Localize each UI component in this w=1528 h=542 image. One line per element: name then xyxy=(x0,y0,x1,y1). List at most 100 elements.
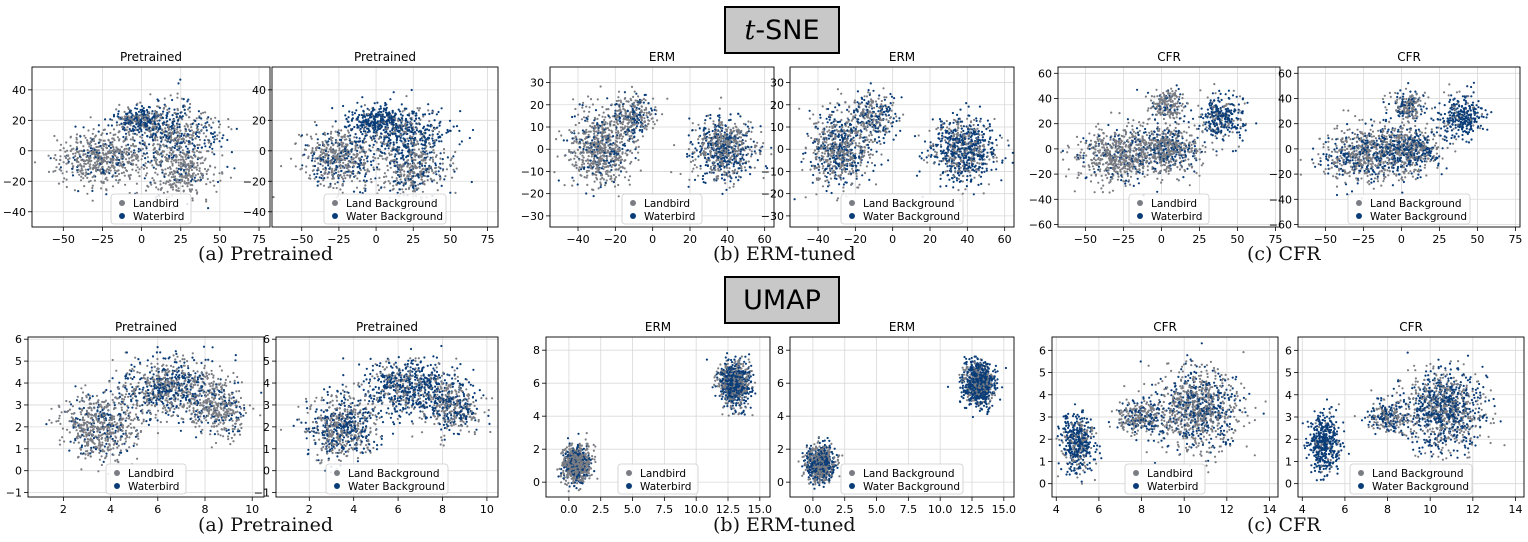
scatter-point xyxy=(131,119,134,122)
scatter-point xyxy=(717,138,720,141)
scatter-point xyxy=(185,114,188,117)
scatter-point xyxy=(371,138,374,141)
scatter-point xyxy=(196,135,199,138)
scatter-point xyxy=(409,178,412,181)
scatter-point xyxy=(362,110,365,113)
scatter-point xyxy=(203,139,206,142)
scatter-point xyxy=(138,141,141,144)
scatter-point xyxy=(408,166,411,169)
scatter-point xyxy=(612,173,616,177)
scatter-point xyxy=(97,130,100,133)
caption-umap-c: (c) CFR xyxy=(1247,514,1321,536)
scatter-point xyxy=(80,149,83,152)
scatter-point xyxy=(311,157,314,160)
scatter-point xyxy=(343,125,346,128)
scatter-point xyxy=(187,98,190,101)
scatter-point xyxy=(642,101,645,104)
scatter-point xyxy=(84,153,87,156)
scatter-point xyxy=(352,153,355,156)
scatter-point xyxy=(299,168,302,171)
scatter-point xyxy=(750,153,753,156)
scatter-point xyxy=(213,135,217,138)
scatter-point xyxy=(166,190,169,193)
scatter-point xyxy=(347,169,350,172)
scatter-point xyxy=(116,136,119,139)
scatter-point xyxy=(180,132,183,135)
scatter-point xyxy=(89,116,92,119)
scatter-point xyxy=(95,168,98,171)
scatter-point xyxy=(718,114,721,117)
y-tick-label: −20 xyxy=(243,175,266,188)
scatter-point xyxy=(53,157,56,160)
scatter-point xyxy=(424,146,427,149)
axes-frame xyxy=(31,66,271,228)
scatter-point xyxy=(714,142,717,145)
scatter-point xyxy=(186,133,189,136)
scatter-point xyxy=(190,136,193,139)
scatter-point xyxy=(181,115,184,118)
scatter-point xyxy=(428,134,431,137)
scatter-point xyxy=(375,112,378,116)
scatter-point xyxy=(187,116,190,119)
scatter-point xyxy=(742,158,745,161)
scatter-point xyxy=(406,121,409,124)
scatter-point xyxy=(176,171,179,174)
scatter-point xyxy=(741,162,744,165)
scatter-point xyxy=(153,181,156,184)
scatter-point xyxy=(354,156,357,159)
scatter-point xyxy=(111,165,114,168)
scatter-point xyxy=(431,134,434,137)
scatter-point xyxy=(403,173,406,176)
scatter-point xyxy=(399,178,402,181)
scatter-point xyxy=(93,179,96,182)
scatter-point xyxy=(643,111,646,114)
scatter-point xyxy=(74,152,77,155)
scatter-point xyxy=(341,191,344,194)
scatter-point xyxy=(317,167,320,170)
scatter-point xyxy=(361,96,364,99)
scatter-point xyxy=(620,140,624,143)
scatter-point xyxy=(580,174,583,177)
scatter-point xyxy=(417,173,420,176)
scatter-point xyxy=(214,166,217,169)
scatter-point xyxy=(384,157,387,160)
scatter-point xyxy=(432,149,435,152)
scatter-point xyxy=(128,157,131,160)
scatter-point xyxy=(171,158,174,161)
scatter-point xyxy=(587,155,590,158)
scatter-point xyxy=(717,169,720,172)
scatter-point xyxy=(191,138,194,141)
scatter-point xyxy=(176,96,179,99)
scatter-point xyxy=(352,190,356,193)
scatter-point xyxy=(340,145,344,148)
scatter-point xyxy=(203,142,206,145)
scatter-point xyxy=(443,151,446,154)
scatter-point xyxy=(122,118,125,121)
scatter-point xyxy=(85,171,88,174)
scatter-point xyxy=(172,159,176,162)
scatter-point xyxy=(586,183,589,186)
scatter-point xyxy=(397,126,400,129)
scatter-point xyxy=(581,154,584,157)
scatter-point xyxy=(363,175,367,178)
scatter-point xyxy=(213,184,216,187)
scatter-point xyxy=(187,174,190,177)
scatter-point xyxy=(303,148,306,151)
scatter-point xyxy=(624,152,627,155)
scatter-point xyxy=(436,189,439,192)
scatter-point xyxy=(413,189,416,192)
tsne-erm-bird-panel: −40 −20 0 20 40 60−30−20−100102030ERMLandbird… xyxy=(521,50,775,246)
scatter-point xyxy=(396,146,399,149)
scatter-point xyxy=(105,169,108,172)
scatter-point xyxy=(431,137,434,140)
scatter-point xyxy=(358,151,361,154)
scatter-point xyxy=(337,174,340,177)
scatter-point xyxy=(436,181,439,185)
scatter-point xyxy=(134,128,138,132)
scatter-point xyxy=(107,139,110,142)
scatter-point xyxy=(432,172,435,175)
scatter-point xyxy=(173,131,176,134)
scatter-point xyxy=(86,162,90,165)
scatter-point xyxy=(418,160,421,164)
scatter-point xyxy=(711,169,714,172)
